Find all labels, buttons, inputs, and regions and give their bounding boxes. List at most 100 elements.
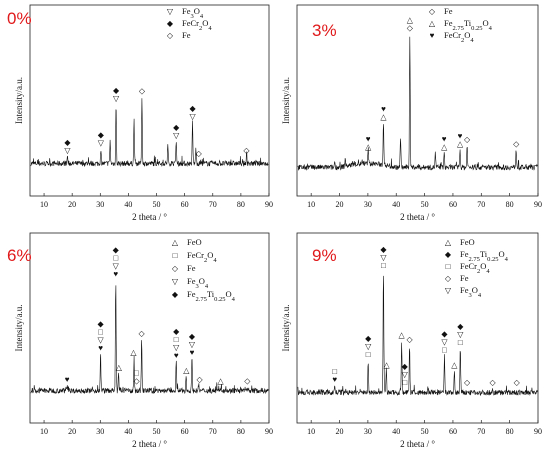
- peak-marker: ◆: [457, 322, 464, 331]
- x-tick-label: 30: [96, 200, 104, 209]
- x-tick-label: 30: [96, 427, 104, 436]
- x-tick-label: 40: [124, 200, 132, 209]
- peak-marker: △: [218, 376, 225, 385]
- y-axis-label: Intensity/a.u.: [281, 77, 291, 124]
- peak-marker: ♥: [442, 134, 447, 143]
- y-axis-label: Intensity/a.u.: [14, 77, 24, 124]
- x-tick-label: 50: [153, 427, 161, 436]
- xrd-trace: [297, 275, 538, 396]
- x-tick-label: 50: [421, 200, 429, 209]
- legend-label: FeCr2​O4​: [460, 261, 490, 275]
- peak-marker: ◇: [196, 149, 203, 158]
- peak-marker: ▽: [113, 262, 120, 271]
- x-tick-label: 20: [68, 200, 76, 209]
- peak-marker: ◆: [173, 123, 180, 132]
- x-tick-label: 30: [364, 200, 372, 209]
- xrd-trace: [30, 285, 269, 395]
- peak-marker: ♥: [332, 375, 337, 384]
- peak-marker: ◆: [365, 334, 372, 343]
- peak-marker: △: [384, 360, 391, 369]
- x-tick-label: 50: [421, 427, 429, 436]
- x-tick-label: 90: [265, 427, 273, 436]
- x-tick-label: 20: [68, 427, 76, 436]
- peak-marker: □: [381, 261, 386, 270]
- peak-marker: ◇: [514, 378, 521, 387]
- peak-marker: ◆: [113, 246, 120, 255]
- legend-label: FeO: [187, 237, 202, 247]
- peak-marker: ◇: [407, 23, 414, 32]
- panel-label: 6%: [7, 246, 32, 265]
- xrd-trace: [30, 98, 269, 168]
- peak-marker: ♥: [98, 344, 103, 353]
- peak-marker: ♥: [65, 375, 70, 384]
- x-tick-label: 10: [40, 427, 48, 436]
- peak-marker: ▽: [173, 131, 180, 140]
- legend-label: Fe2.75​Ti0.25​O4​: [187, 289, 236, 303]
- panel-label: 3%: [312, 21, 337, 40]
- x-tick-label: 60: [181, 427, 189, 436]
- x-tick-label: 10: [307, 427, 315, 436]
- plot-frame: [296, 4, 539, 197]
- plot-frame: [29, 232, 270, 424]
- peak-marker: ▽: [441, 338, 448, 347]
- peak-marker: ◇: [464, 378, 471, 387]
- peak-marker: △: [116, 363, 123, 372]
- legend-symbol: ◆: [172, 290, 179, 299]
- legend-symbol: ◆: [445, 250, 452, 259]
- peak-marker: ◆: [441, 330, 448, 339]
- plot-frame: [296, 232, 539, 424]
- plot-frame: [29, 4, 270, 197]
- x-axis-label: 2 theta / °: [132, 212, 167, 222]
- peak-marker: ◇: [139, 86, 146, 95]
- panel-label: 9%: [312, 246, 337, 265]
- legend-label: Fe: [182, 30, 191, 40]
- legend-symbol: ◆: [167, 19, 174, 28]
- peak-marker: □: [402, 378, 407, 387]
- x-tick-label: 40: [392, 427, 400, 436]
- x-axis-label: 2 theta / °: [400, 439, 435, 449]
- legend-label: Fe2.75​Ti0.25​O4​: [460, 249, 509, 263]
- peak-marker: □: [113, 254, 118, 263]
- panel-3pct: 10 20 30 40 50 60 70 80 90 2 theta / ° Intensity/a…: [281, 4, 542, 222]
- peak-marker: □: [442, 346, 447, 355]
- x-tick-label: 80: [506, 427, 514, 436]
- peak-marker: ▽: [189, 340, 196, 349]
- x-tick-label: 70: [477, 427, 485, 436]
- legend-symbol: ◇: [167, 31, 174, 40]
- peak-marker: ♥: [381, 105, 386, 114]
- peak-marker: △: [380, 113, 387, 122]
- panel-9pct: 10 20 30 40 50 60 70 80 90 2 theta / ° Intensity/a…: [281, 232, 542, 449]
- peak-marker: ◇: [406, 335, 413, 344]
- legend-label: FeCr2​O4​: [444, 30, 474, 44]
- peak-marker: ◇: [243, 146, 250, 155]
- legend-symbol: ▽: [167, 7, 174, 16]
- legend-symbol: ▽: [172, 277, 179, 286]
- peak-marker: ▽: [402, 370, 409, 379]
- peak-marker: ◇: [244, 376, 251, 385]
- x-tick-label: 70: [209, 200, 217, 209]
- legend-symbol: ◇: [172, 264, 179, 273]
- peak-marker: ▽: [365, 342, 372, 351]
- peak-marker: ▽: [113, 94, 120, 103]
- peak-marker: △: [399, 331, 406, 340]
- peak-marker: ▽: [380, 253, 387, 262]
- legend-label: Fe3​O4​: [187, 276, 209, 290]
- legend-symbol: △: [445, 238, 452, 247]
- x-tick-label: 60: [181, 200, 189, 209]
- x-tick-label: 60: [449, 200, 457, 209]
- peak-marker: □: [458, 338, 463, 347]
- x-tick-label: 70: [209, 427, 217, 436]
- x-axis-label: 2 theta / °: [132, 439, 167, 449]
- peak-marker: ◆: [189, 332, 196, 341]
- peak-marker: ♥: [190, 348, 195, 357]
- peak-marker: ▽: [173, 343, 180, 352]
- y-axis-label: Intensity/a.u.: [281, 305, 291, 352]
- legend-label: Fe: [444, 6, 453, 16]
- x-tick-label: 10: [307, 200, 315, 209]
- peak-marker: ◇: [196, 375, 203, 384]
- x-tick-label: 50: [153, 200, 161, 209]
- peak-marker: ◆: [113, 86, 120, 95]
- legend-symbol: □: [446, 262, 451, 271]
- peak-marker: ◆: [380, 245, 387, 254]
